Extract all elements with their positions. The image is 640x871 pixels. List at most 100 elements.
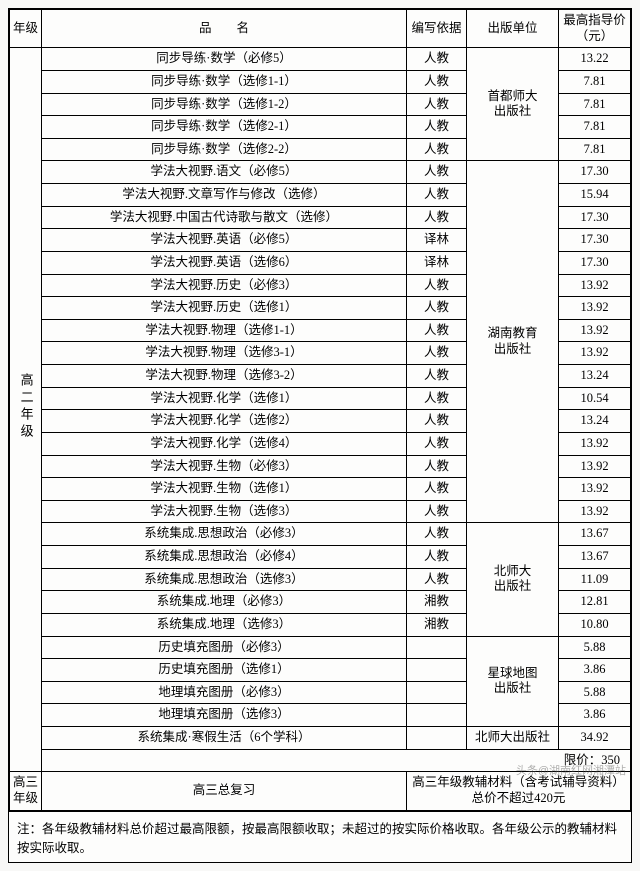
cell-name: 学法大视野.生物（选修1）	[42, 478, 407, 501]
cell-price: 13.67	[559, 523, 631, 546]
cell-basis	[407, 727, 467, 750]
cell-name: 学法大视野.文章写作与修改（选修）	[42, 184, 407, 207]
cell-price: 13.67	[559, 546, 631, 569]
cell-name: 同步导练·数学（选修1-1）	[42, 70, 407, 93]
cell-publisher: 星球地图出版社	[467, 636, 559, 727]
cell-price: 11.09	[559, 568, 631, 591]
cell-basis: 译林	[407, 251, 467, 274]
col-grade: 年级	[10, 10, 42, 48]
cell-price: 13.92	[559, 274, 631, 297]
cell-basis: 人教	[407, 48, 467, 71]
cell-price: 15.94	[559, 184, 631, 207]
cell-price: 3.86	[559, 659, 631, 682]
cell-price: 13.92	[559, 455, 631, 478]
cell-basis: 人教	[407, 274, 467, 297]
cell-name: 学法大视野.英语（必修5）	[42, 229, 407, 252]
cell-basis: 人教	[407, 184, 467, 207]
cell-basis: 人教	[407, 93, 467, 116]
cell-name: 系统集成.思想政治（必修3）	[42, 523, 407, 546]
cell-name: 学法大视野.化学（选修4）	[42, 432, 407, 455]
cell-basis: 人教	[407, 116, 467, 139]
cell-price: 10.80	[559, 613, 631, 636]
cell-basis: 人教	[407, 432, 467, 455]
cell-price: 7.81	[559, 93, 631, 116]
cell-name: 历史填充图册（必修3）	[42, 636, 407, 659]
footnote: 注：各年级教辅材料总价超过最高限额，按最高限额收取；未超过的按实际价格收取。各年…	[9, 811, 631, 862]
cell-name: 学法大视野.语文（必修5）	[42, 161, 407, 184]
cell-basis: 人教	[407, 568, 467, 591]
cell-basis: 人教	[407, 70, 467, 93]
table-row: 系统集成·寒假生活（6个学科）北师大出版社34.92	[10, 727, 631, 750]
price-table: 年级品 名编写依据出版单位最高指导价（元）高二年级同步导练·数学（必修5）人教首…	[9, 9, 631, 811]
cell-name: 学法大视野.化学（选修2）	[42, 410, 407, 433]
cell-price: 13.92	[559, 342, 631, 365]
col-basis: 编写依据	[407, 10, 467, 48]
cell-name: 系统集成·寒假生活（6个学科）	[42, 727, 407, 750]
cell-name: 同步导练·数学（选修2-1）	[42, 116, 407, 139]
cell-publisher: 北师大出版社	[467, 727, 559, 750]
cell-price: 13.22	[559, 48, 631, 71]
cell-price: 10.54	[559, 387, 631, 410]
header-row: 年级品 名编写依据出版单位最高指导价（元）	[10, 10, 631, 48]
cell-price: 7.81	[559, 138, 631, 161]
cell-price: 13.92	[559, 297, 631, 320]
cell-price: 17.30	[559, 229, 631, 252]
table-row: 高二年级同步导练·数学（必修5）人教首都师大出版社13.22	[10, 48, 631, 71]
cell-basis: 人教	[407, 410, 467, 433]
cell-price: 17.30	[559, 206, 631, 229]
cell-name: 历史填充图册（选修1）	[42, 659, 407, 682]
cell-basis	[407, 704, 467, 727]
cell-price: 17.30	[559, 161, 631, 184]
document-page: 年级品 名编写依据出版单位最高指导价（元）高二年级同步导练·数学（必修5）人教首…	[8, 8, 632, 863]
cell-basis: 人教	[407, 319, 467, 342]
cell-publisher: 湖南教育出版社	[467, 161, 559, 523]
cell-price: 3.86	[559, 704, 631, 727]
cell-basis: 译林	[407, 229, 467, 252]
cell-name: 学法大视野.物理（选修3-1）	[42, 342, 407, 365]
cell-publisher: 北师大出版社	[467, 523, 559, 636]
table-row: 系统集成.思想政治（必修3）人教北师大出版社13.67	[10, 523, 631, 546]
cell-name: 系统集成.地理（必修3）	[42, 591, 407, 614]
col-publisher: 出版单位	[467, 10, 559, 48]
cell-basis: 人教	[407, 523, 467, 546]
cell-name: 地理填充图册（必修3）	[42, 681, 407, 704]
cell-basis: 人教	[407, 365, 467, 388]
cell-name: 同步导练·数学（必修5）	[42, 48, 407, 71]
cell-basis	[407, 681, 467, 704]
cell-basis: 湘教	[407, 613, 467, 636]
cell-name: 系统集成.地理（选修3）	[42, 613, 407, 636]
cell-price: 5.88	[559, 636, 631, 659]
cell-basis: 人教	[407, 138, 467, 161]
cell-name: 地理填充图册（选修3）	[42, 704, 407, 727]
cell-basis	[407, 636, 467, 659]
cell-basis: 人教	[407, 161, 467, 184]
cell-price: 13.24	[559, 365, 631, 388]
grade3-name: 高三总复习	[42, 772, 407, 810]
cell-basis: 人教	[407, 455, 467, 478]
cell-name: 学法大视野.物理（选修1-1）	[42, 319, 407, 342]
cell-name: 学法大视野.生物（选修3）	[42, 500, 407, 523]
col-price: 最高指导价（元）	[559, 10, 631, 48]
cell-name: 系统集成.思想政治（选修3）	[42, 568, 407, 591]
cell-basis: 人教	[407, 478, 467, 501]
cell-price: 13.92	[559, 500, 631, 523]
cell-basis: 人教	[407, 206, 467, 229]
cell-price: 12.81	[559, 591, 631, 614]
cell-price: 17.30	[559, 251, 631, 274]
cell-name: 学法大视野.化学（选修1）	[42, 387, 407, 410]
cell-name: 同步导练·数学（选修1-2）	[42, 93, 407, 116]
cell-name: 学法大视野.中国古代诗歌与散文（选修）	[42, 206, 407, 229]
cell-basis: 人教	[407, 387, 467, 410]
cell-price: 7.81	[559, 116, 631, 139]
cell-basis: 人教	[407, 546, 467, 569]
cell-basis: 湘教	[407, 591, 467, 614]
cell-price: 13.92	[559, 432, 631, 455]
cell-price: 5.88	[559, 681, 631, 704]
cell-basis	[407, 659, 467, 682]
cell-name: 系统集成.思想政治（必修4）	[42, 546, 407, 569]
cell-name: 学法大视野.历史（必修3）	[42, 274, 407, 297]
cell-basis: 人教	[407, 297, 467, 320]
cell-basis: 人教	[407, 500, 467, 523]
cell-name: 同步导练·数学（选修2-2）	[42, 138, 407, 161]
col-name: 品 名	[42, 10, 407, 48]
